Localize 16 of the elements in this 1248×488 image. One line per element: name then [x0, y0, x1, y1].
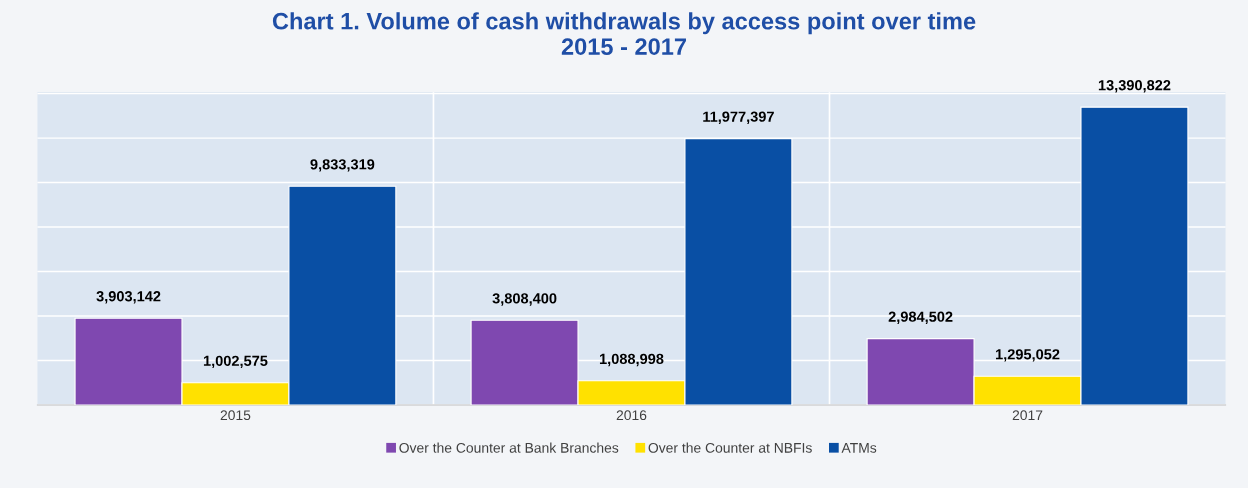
- data-label: 1,295,052: [996, 349, 1060, 362]
- legend-label: ATMs: [841, 443, 877, 453]
- data-label: 13,390,822: [1098, 80, 1171, 93]
- x-tick-label: 2016: [616, 410, 647, 421]
- legend-label: Over the Counter at Bank Branches: [399, 442, 619, 453]
- data-label: 1,088,998: [599, 353, 664, 367]
- data-label: 3,903,142: [96, 291, 161, 304]
- data-label: 1,002,575: [203, 355, 268, 369]
- data-label: 2,984,502: [888, 311, 953, 324]
- data-label: 9,833,319: [310, 159, 375, 172]
- x-tick-label: 2017: [1012, 410, 1043, 421]
- legend-label: Over the Counter at NBFIs: [648, 442, 812, 453]
- chart-title: Chart 1. Volume of cash withdrawals by access point over time 2015 - 2017: [272, 12, 976, 55]
- x-tick-label: 2015: [220, 410, 251, 421]
- data-label: 11,977,397: [703, 111, 774, 124]
- data-label: 3,808,400: [492, 293, 557, 306]
